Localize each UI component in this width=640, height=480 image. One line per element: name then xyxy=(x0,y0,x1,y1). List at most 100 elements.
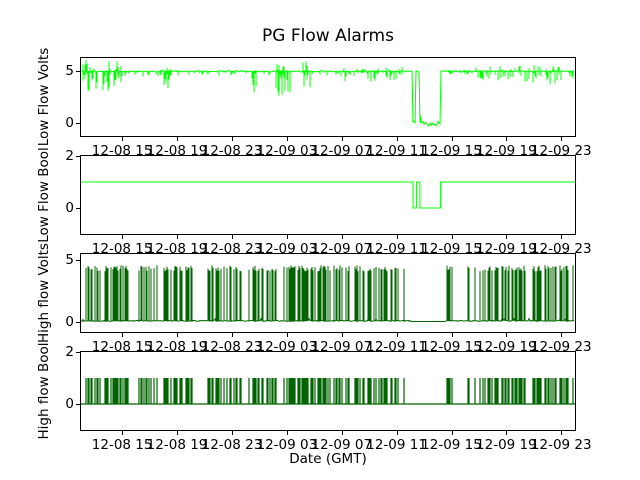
ylabel-low-flow-volts: Low Flow Volts xyxy=(36,47,52,147)
x-tick-label: 12-09 03 xyxy=(256,241,318,257)
y-tick-mark xyxy=(76,123,80,124)
x-tick-mark xyxy=(231,333,233,337)
x-tick-label: 12-09 19 xyxy=(476,241,537,257)
x-tick-mark xyxy=(451,333,453,337)
x-tick-mark xyxy=(561,235,563,239)
x-tick-mark xyxy=(286,333,288,337)
x-tick-mark xyxy=(561,333,563,337)
x-tick-mark xyxy=(561,137,563,141)
y-tick-label: 0 xyxy=(65,200,74,216)
x-tick-label: 12-08 23 xyxy=(201,241,263,257)
axes-high-flow-bool xyxy=(80,351,576,431)
y-tick-mark xyxy=(76,156,80,157)
x-tick-mark xyxy=(177,431,179,435)
x-tick-label: 12-09 07 xyxy=(311,437,373,453)
x-tick-label: 12-09 15 xyxy=(421,339,482,355)
x-tick-label: 12-09 15 xyxy=(421,437,482,453)
y-tick-label: 0 xyxy=(65,115,74,131)
x-tick-mark xyxy=(177,137,179,141)
x-tick-mark xyxy=(341,431,343,435)
x-tick-mark xyxy=(177,235,179,239)
low-flow-bool-plot xyxy=(81,181,575,209)
x-tick-mark xyxy=(396,333,398,337)
x-axis-label: Date (GMT) xyxy=(289,451,367,467)
x-tick-mark xyxy=(341,137,343,141)
x-tick-mark xyxy=(506,137,508,141)
y-tick-mark xyxy=(76,71,80,72)
x-tick-label: 12-08 19 xyxy=(146,241,208,257)
x-tick-label: 12-09 11 xyxy=(366,437,427,453)
x-tick-mark xyxy=(231,235,233,239)
low-flow-volts-plot xyxy=(81,59,575,127)
x-tick-mark xyxy=(177,333,179,337)
x-tick-label: 12-08 19 xyxy=(146,339,208,355)
x-tick-label: 12-09 11 xyxy=(366,241,427,257)
x-tick-label: 12-09 15 xyxy=(421,241,482,257)
y-tick-label: 5 xyxy=(65,63,74,79)
x-tick-label: 12-09 23 xyxy=(530,241,592,257)
x-tick-mark xyxy=(451,137,453,141)
x-tick-mark xyxy=(451,431,453,435)
x-tick-mark xyxy=(396,431,398,435)
y-tick-label: 2 xyxy=(65,344,74,360)
x-tick-label: 12-09 03 xyxy=(256,437,318,453)
x-tick-mark xyxy=(122,137,124,141)
x-tick-mark xyxy=(231,137,233,141)
x-tick-label: 12-09 07 xyxy=(311,241,373,257)
x-tick-mark xyxy=(396,137,398,141)
x-tick-label: 12-08 23 xyxy=(201,437,263,453)
x-tick-mark xyxy=(231,431,233,435)
x-tick-label: 12-09 23 xyxy=(530,437,592,453)
x-tick-mark xyxy=(451,235,453,239)
y-tick-mark xyxy=(76,260,80,261)
x-tick-label: 12-08 15 xyxy=(91,241,153,257)
x-tick-label: 12-09 19 xyxy=(476,143,537,159)
x-tick-label: 12-08 19 xyxy=(146,437,208,453)
y-tick-label: 0 xyxy=(65,396,74,412)
x-tick-mark xyxy=(341,235,343,239)
x-tick-label: 12-09 03 xyxy=(256,143,318,159)
y-tick-label: 5 xyxy=(65,252,74,268)
x-tick-label: 12-08 15 xyxy=(91,437,153,453)
x-tick-label: 12-09 23 xyxy=(530,339,592,355)
x-tick-mark xyxy=(122,235,124,239)
high-flow-bool-plot xyxy=(81,378,575,405)
y-tick-label: 2 xyxy=(65,148,74,164)
x-tick-label: 12-09 15 xyxy=(421,143,482,159)
x-tick-label: 12-09 11 xyxy=(366,339,427,355)
x-tick-label: 12-08 23 xyxy=(201,143,263,159)
x-tick-mark xyxy=(561,431,563,435)
high-flow-volts-plot xyxy=(81,265,575,322)
x-tick-label: 12-09 07 xyxy=(311,143,373,159)
x-tick-mark xyxy=(286,137,288,141)
y-tick-mark xyxy=(76,208,80,209)
axes-low-flow-volts xyxy=(80,57,576,137)
x-tick-mark xyxy=(506,333,508,337)
y-tick-mark xyxy=(76,322,80,323)
x-tick-mark xyxy=(122,333,124,337)
x-tick-label: 12-09 19 xyxy=(476,437,537,453)
y-tick-mark xyxy=(76,404,80,405)
x-tick-label: 12-09 07 xyxy=(311,339,373,355)
x-tick-label: 12-09 11 xyxy=(366,143,427,159)
x-tick-label: 12-09 19 xyxy=(476,339,537,355)
axes-low-flow-bool xyxy=(80,155,576,235)
x-tick-mark xyxy=(506,431,508,435)
x-tick-mark xyxy=(286,431,288,435)
x-tick-mark xyxy=(341,333,343,337)
x-tick-label: 12-08 23 xyxy=(201,339,263,355)
figure-title: PG Flow Alarms xyxy=(262,26,394,46)
axes-high-flow-volts xyxy=(80,253,576,333)
x-tick-mark xyxy=(396,235,398,239)
x-tick-label: 12-08 19 xyxy=(146,143,208,159)
y-tick-label: 0 xyxy=(65,314,74,330)
x-tick-mark xyxy=(122,431,124,435)
x-tick-label: 12-08 15 xyxy=(91,143,153,159)
x-tick-label: 12-08 15 xyxy=(91,339,153,355)
y-tick-mark xyxy=(76,352,80,353)
x-tick-label: 12-09 23 xyxy=(530,143,592,159)
x-tick-mark xyxy=(506,235,508,239)
x-tick-label: 12-09 03 xyxy=(256,339,318,355)
x-tick-mark xyxy=(286,235,288,239)
